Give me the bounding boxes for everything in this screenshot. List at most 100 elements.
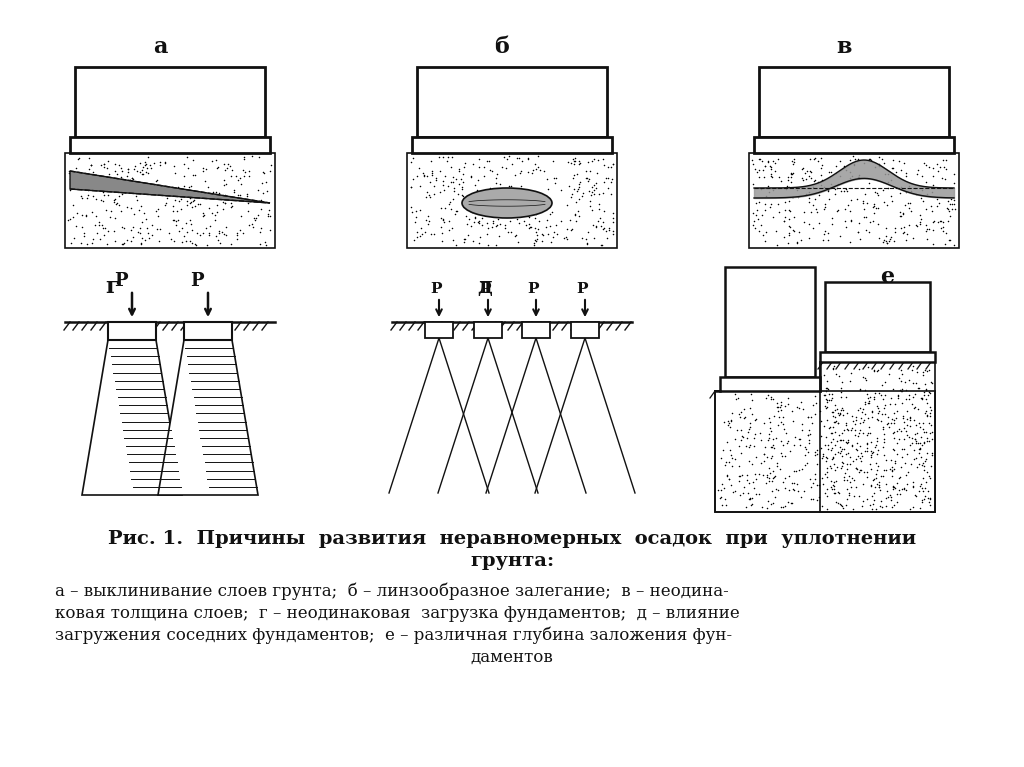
Point [143,161,160,173]
Point [718,456,734,468]
Point [411,162,427,174]
Point [833,386,849,398]
Point [862,463,879,475]
Point [208,186,224,199]
Point [423,228,439,240]
Point [767,470,783,482]
Point [713,452,729,464]
Point [825,482,842,495]
Point [170,180,186,193]
Point [168,219,184,231]
Point [933,215,949,227]
Point [586,179,602,191]
Point [846,489,862,502]
Point [921,364,937,376]
Point [813,162,829,174]
Point [87,209,103,222]
Point [758,189,774,202]
Point [584,204,600,216]
Point [82,172,98,184]
Point [842,476,858,488]
Point [578,165,594,177]
Point [549,228,565,240]
Point [472,202,488,215]
Point [721,472,737,485]
Point [209,162,225,174]
Point [773,416,790,428]
Point [852,412,868,424]
Bar [474,322,502,338]
Point [183,179,200,192]
Point [418,191,434,203]
Point [603,188,620,200]
Point [785,465,802,477]
Point [740,492,757,505]
Point [752,164,768,176]
Point [236,170,252,183]
Point [466,216,482,229]
Point [788,478,805,490]
Point [914,392,931,404]
Point [869,364,886,376]
Point [114,238,130,250]
Point [407,216,423,228]
Point [870,479,887,491]
Point [759,472,775,484]
Point [907,433,924,446]
Point [108,235,124,248]
Point [437,202,454,214]
Point [939,202,955,214]
Point [783,167,800,179]
Point [812,152,828,164]
Point [595,187,611,199]
Point [884,501,900,513]
Point [865,201,882,213]
Point [805,222,821,234]
Point [80,189,96,201]
Point [412,229,428,242]
Point [409,225,425,238]
Point [908,419,925,431]
Point [872,484,889,496]
Point [487,220,504,232]
Point [885,461,901,473]
Point [720,456,736,469]
Point [742,417,759,430]
Point [913,170,930,182]
Point [721,473,737,486]
Point [253,203,269,216]
Point [821,166,838,178]
Point [179,199,196,211]
Point [918,377,934,390]
Point [151,203,167,216]
Point [877,436,893,448]
Point [201,229,217,241]
Point [760,389,776,401]
Point [914,457,931,469]
Point [759,476,775,489]
Point [803,172,819,184]
Point [857,398,873,410]
Point [724,407,740,419]
Point [866,482,883,494]
Point [861,499,878,512]
Point [811,491,827,503]
Point [819,502,836,515]
Point [474,219,490,232]
Point [940,203,956,216]
Point [114,221,130,233]
Point [898,167,914,179]
Point [540,228,556,240]
Point [723,449,739,462]
Point [744,206,761,219]
Point [795,172,811,184]
Point [117,186,133,198]
Point [819,439,836,451]
Point [909,366,926,378]
Point [523,190,540,202]
Point [907,489,924,501]
Point [762,416,778,429]
Point [819,483,836,495]
Point [918,384,934,396]
Point [740,426,757,438]
